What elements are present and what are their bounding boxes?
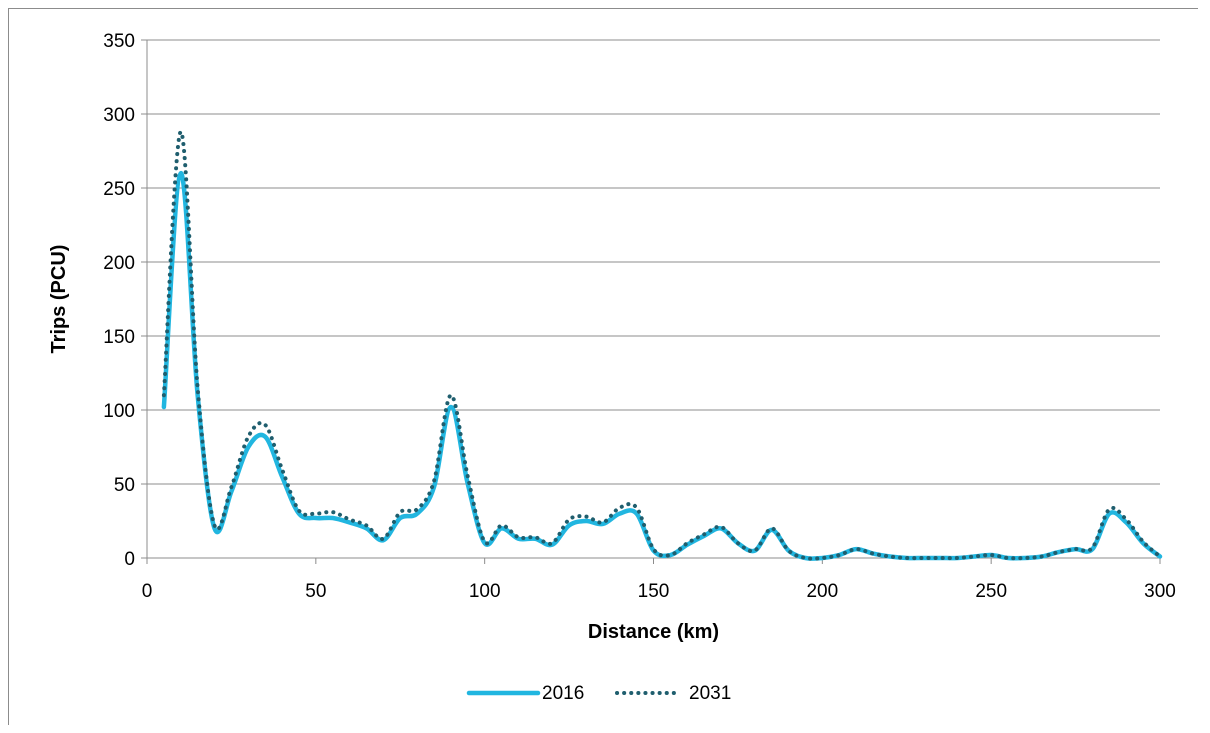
gridlines xyxy=(147,39,1160,485)
series-line-2016 xyxy=(161,170,1163,561)
chart-frame xyxy=(8,8,1198,725)
x-tick-label-300: 300 xyxy=(1144,581,1176,602)
y-tick-label-100: 100 xyxy=(103,401,135,422)
legend: 2016 2031 xyxy=(466,683,731,704)
x-tick-label-150: 150 xyxy=(638,581,670,602)
axes xyxy=(141,39,1161,564)
x-tick-label-100: 100 xyxy=(469,581,501,602)
y-tick-label-0: 0 xyxy=(124,549,135,570)
legend-label-2031: 2031 xyxy=(689,683,731,704)
y-tick-label-150: 150 xyxy=(103,327,135,348)
legend-label-2016: 2016 xyxy=(542,683,584,704)
x-tick-label-250: 250 xyxy=(975,581,1007,602)
x-tick-labels: 0 50 100 150 200 250 300 xyxy=(142,581,1176,602)
x-axis-title: Distance (km) xyxy=(588,621,719,643)
y-tick-label-200: 200 xyxy=(103,253,135,274)
series-lines xyxy=(161,129,1163,561)
x-tick-label-200: 200 xyxy=(806,581,838,602)
y-tick-label-250: 250 xyxy=(103,179,135,200)
x-tick-label-50: 50 xyxy=(305,581,326,602)
y-tick-labels: 0 50 100 150 200 250 300 350 xyxy=(103,31,135,570)
series-line-2031 xyxy=(161,129,1162,561)
y-tick-label-350: 350 xyxy=(103,31,135,52)
y-tick-label-300: 300 xyxy=(103,105,135,126)
x-tick-label-0: 0 xyxy=(142,581,153,602)
y-axis-title: Trips (PCU) xyxy=(48,245,70,354)
y-tick-label-50: 50 xyxy=(114,475,135,496)
